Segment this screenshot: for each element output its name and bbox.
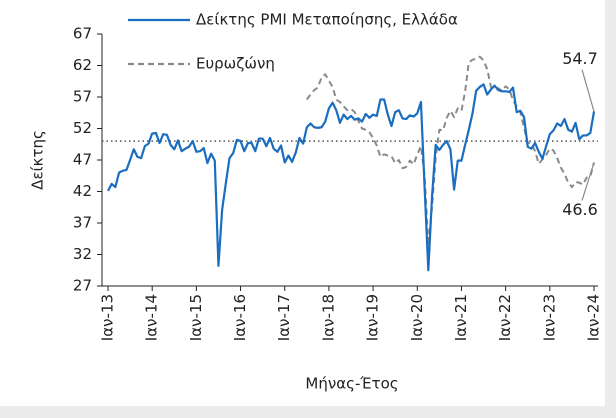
x-tick-label: Ιαν-17 [275,294,293,341]
x-tick-label: Ιαν-20 [408,294,426,341]
legend-label: Ευρωζώνη [196,55,275,73]
y-tick-label: 47 [73,151,92,169]
y-tick-label: 37 [73,214,92,232]
x-tick-label: Ιαν-18 [319,294,337,341]
x-tick-label: Ιαν-23 [540,294,558,341]
y-axis-label: Δείκτης [29,130,47,190]
legend-label: Δείκτης PMI Μεταποίησης, Ελλάδα [196,11,458,29]
series-line [306,55,595,247]
y-tick-label: 67 [73,25,92,43]
y-tick-label: 62 [73,56,92,74]
end-label-leader [581,69,595,112]
x-axis-label: Μήνας-Έτος [305,375,398,393]
x-tick-label: Ιαν-14 [143,294,161,341]
end-label-leader [581,162,595,201]
y-tick-label: 42 [73,182,92,200]
x-tick-label: Ιαν-22 [496,294,514,341]
y-tick-label: 52 [73,119,92,137]
x-tick-label: Ιαν-13 [99,294,117,341]
y-tick-label: 27 [73,277,92,295]
x-tick-label: Ιαν-16 [231,294,249,341]
x-tick-label: Ιαν-15 [187,294,205,341]
end-label: 46.6 [562,200,598,219]
chart-background [0,0,605,406]
x-tick-label: Ιαν-24 [585,294,603,341]
series-line [107,83,596,272]
end-label: 54.7 [562,49,598,68]
y-tick-label: 32 [73,245,92,263]
y-tick-label: 57 [73,88,92,106]
x-tick-label: Ιαν-19 [364,294,382,341]
x-tick-label: Ιαν-21 [452,294,470,341]
